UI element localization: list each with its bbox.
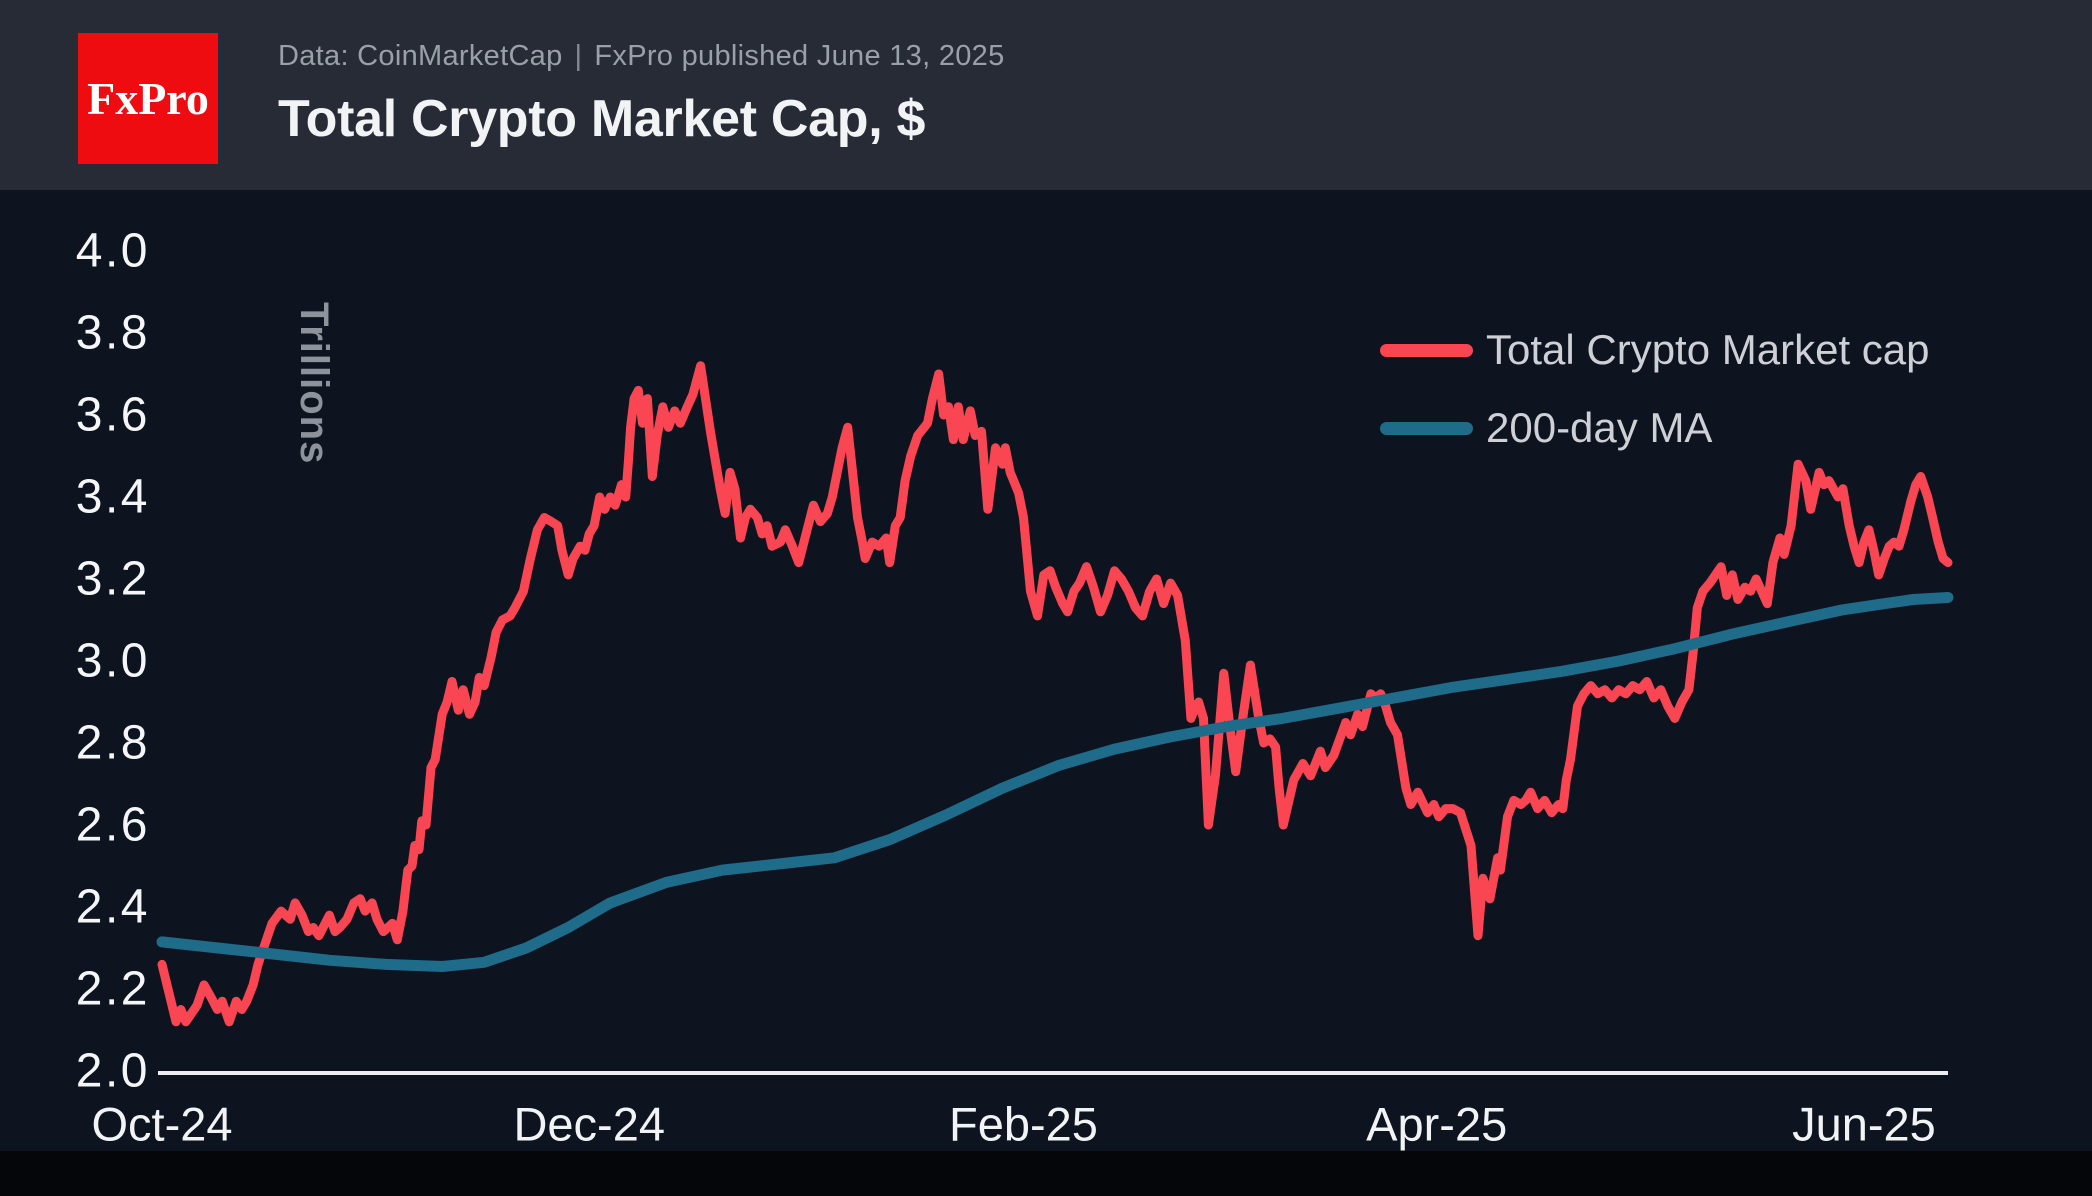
y-tick-label: 2.8 [76, 717, 150, 770]
series-line-1 [156, 592, 1954, 972]
y-tick-label: 3.0 [76, 635, 150, 688]
legend-label-200-day-ma: 200-day MA [1486, 404, 1713, 451]
series-line-0 [157, 361, 1953, 1027]
legend-item-market-cap: Total Crypto Market cap [1380, 326, 1930, 374]
x-tick-label: Feb-25 [949, 1098, 1098, 1151]
chart-subtitle: Data: CoinMarketCap | FxPro published June… [278, 40, 1005, 73]
y-tick-label: 3.6 [76, 389, 150, 442]
y-tick-label: 2.0 [76, 1045, 150, 1098]
y-tick-label: 4.0 [76, 225, 150, 278]
published-label: FxPro published June 13, 2025 [594, 40, 1005, 72]
subtitle-separator: | [574, 40, 583, 72]
legend-item-200-day-ma: 200-day MA [1380, 404, 1930, 452]
y-tick-label: 2.4 [76, 881, 150, 934]
chart-title: Total Crypto Market Cap, $ [278, 90, 926, 148]
y-tick-label: 2.2 [76, 963, 150, 1016]
legend-swatch-200-day-ma [1380, 421, 1473, 435]
legend-label-market-cap: Total Crypto Market cap [1486, 326, 1930, 373]
fxpro-logo: FxPro [78, 33, 218, 164]
x-tick-label: Apr-25 [1366, 1098, 1507, 1151]
y-tick-label: 3.4 [76, 471, 150, 524]
y-axis-tick-labels: 2.0 2.2 2.4 2.6 2.8 3.0 3.2 3.4 3.6 3.8 4.0 [76, 225, 150, 1098]
series-lines [156, 361, 1954, 1027]
plot-svg: Trillions 2.0 2.2 2.4 2.6 2.8 3.0 3.2 3.4 3.6 3.8… [76, 225, 1954, 1151]
legend-swatch-market-cap [1380, 343, 1473, 357]
fxpro-logo-text: FxPro [87, 73, 209, 124]
x-axis-tick-labels: Oct-24 Dec-24 Feb-25 Apr-25 Jun-25 [91, 1098, 1935, 1151]
data-source-label: Data: CoinMarketCap [278, 40, 563, 72]
x-tick-label: Dec-24 [513, 1098, 665, 1151]
x-tick-label: Oct-24 [91, 1098, 232, 1151]
y-tick-label: 3.8 [76, 307, 150, 360]
x-tick-label: Jun-25 [1792, 1098, 1936, 1151]
bottom-black-bar [0, 1151, 2092, 1196]
header-text: Data: CoinMarketCap | FxPro published June… [278, 40, 1005, 149]
y-tick-label: 3.2 [76, 553, 150, 606]
y-tick-label: 2.6 [76, 799, 150, 852]
y-axis-unit-label: Trillions [292, 302, 336, 464]
header: FxPro Data: CoinMarketCap | FxPro publishe… [0, 0, 2092, 190]
legend: Total Crypto Market cap 200-day MA [1380, 326, 1930, 452]
chart-area: Trillions 2.0 2.2 2.4 2.6 2.8 3.0 3.2 3.4 3.6 3.8… [0, 190, 2092, 1151]
